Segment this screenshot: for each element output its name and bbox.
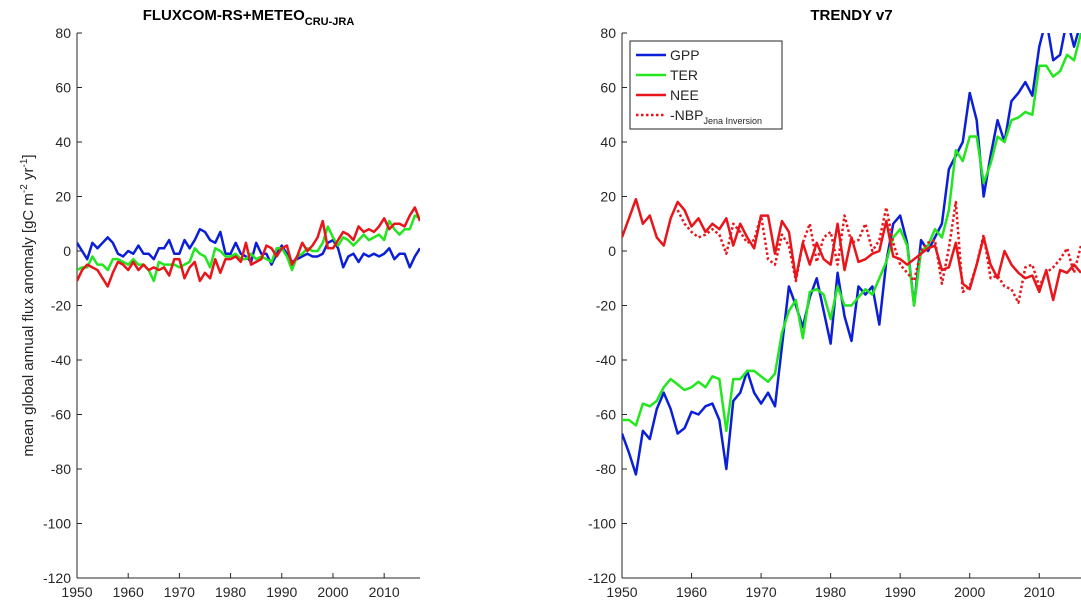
subplot: TRENDY v7 -120 -100 -80 -60 -40 -20 0 20 40 60 80 19… bbox=[588, 7, 1081, 600]
legend-label: -NBPJena Inversion bbox=[670, 107, 762, 126]
y-tick-label: -40 bbox=[51, 352, 71, 368]
data-line bbox=[77, 206, 420, 288]
x-tick-label: 2000 bbox=[317, 584, 348, 600]
x-tick-label: 1950 bbox=[606, 584, 637, 600]
y-axis-label-part: -2 bbox=[19, 184, 30, 193]
y-tick-label: 0 bbox=[608, 243, 616, 259]
y-tick-label: 20 bbox=[55, 189, 71, 205]
y-tick-label: 60 bbox=[55, 80, 71, 96]
legend-name: GPP bbox=[670, 47, 700, 63]
y-axis-label: mean global annual flux anomaly [gC m-2 … bbox=[19, 154, 37, 456]
data-line bbox=[622, 197, 1081, 302]
x-tick-label: 2010 bbox=[369, 584, 400, 600]
x-tick-label: 1990 bbox=[266, 584, 297, 600]
y-tick-label: -60 bbox=[596, 407, 616, 423]
chart-title: FLUXCOM-RS+METEOCRU-JRA bbox=[143, 7, 355, 28]
data-line bbox=[622, 33, 1081, 433]
legend-label: GPP bbox=[670, 47, 700, 63]
x-tick-label: 1960 bbox=[113, 584, 144, 600]
x-tick-label: 1970 bbox=[164, 584, 195, 600]
x-tick-label: 1960 bbox=[676, 584, 707, 600]
x-tick-label: 1970 bbox=[746, 584, 777, 600]
title-text: TRENDY v7 bbox=[810, 7, 892, 24]
y-axis-label-part: mean global annual flux anomaly [gC m bbox=[20, 193, 37, 456]
legend-name: TER bbox=[670, 67, 698, 83]
y-tick-label: -80 bbox=[51, 461, 71, 477]
y-tick-label: -80 bbox=[596, 461, 616, 477]
x-tick-label: 2010 bbox=[1024, 584, 1055, 600]
y-tick-label: -120 bbox=[43, 570, 71, 586]
x-tick-label: 1950 bbox=[61, 584, 92, 600]
legend-label: NEE bbox=[670, 87, 699, 103]
data-line bbox=[676, 200, 1081, 305]
legend-name: NEE bbox=[670, 87, 699, 103]
title-text: FLUXCOM-RS+METEO bbox=[143, 7, 305, 24]
legend-label: TER bbox=[670, 67, 698, 83]
x-tick-label: 1990 bbox=[885, 584, 916, 600]
chart-title: TRENDY v7 bbox=[810, 7, 892, 24]
legend-subscript: Jena Inversion bbox=[703, 116, 762, 126]
y-tick-label: -20 bbox=[596, 298, 616, 314]
y-tick-label: -60 bbox=[51, 407, 71, 423]
legend-name: -NBP bbox=[670, 107, 703, 123]
y-tick-label: 80 bbox=[55, 25, 71, 41]
y-tick-label: -40 bbox=[596, 352, 616, 368]
y-tick-label: -100 bbox=[43, 516, 71, 532]
y-tick-label: -120 bbox=[588, 570, 616, 586]
y-tick-label: -100 bbox=[588, 516, 616, 532]
x-tick-label: 1980 bbox=[215, 584, 246, 600]
y-tick-label: 80 bbox=[600, 25, 616, 41]
title-subscript: CRU-JRA bbox=[305, 16, 355, 28]
y-tick-label: 20 bbox=[600, 189, 616, 205]
y-tick-label: 0 bbox=[63, 243, 71, 259]
y-axis-label-part: ] bbox=[20, 154, 37, 158]
y-tick-label: 40 bbox=[600, 134, 616, 150]
x-tick-label: 2000 bbox=[954, 584, 985, 600]
y-tick-label: 40 bbox=[55, 134, 71, 150]
x-tick-label: 1980 bbox=[815, 584, 846, 600]
y-axis-label-part: -1 bbox=[19, 158, 30, 167]
y-tick-label: -20 bbox=[51, 298, 71, 314]
y-axis-label-part: yr bbox=[20, 168, 37, 185]
y-tick-label: 60 bbox=[600, 80, 616, 96]
subplot: FLUXCOM-RS+METEOCRU-JRA mean global annua… bbox=[19, 7, 420, 600]
legend: GPP TER NEE -NBPJena Inversion bbox=[629, 40, 783, 130]
